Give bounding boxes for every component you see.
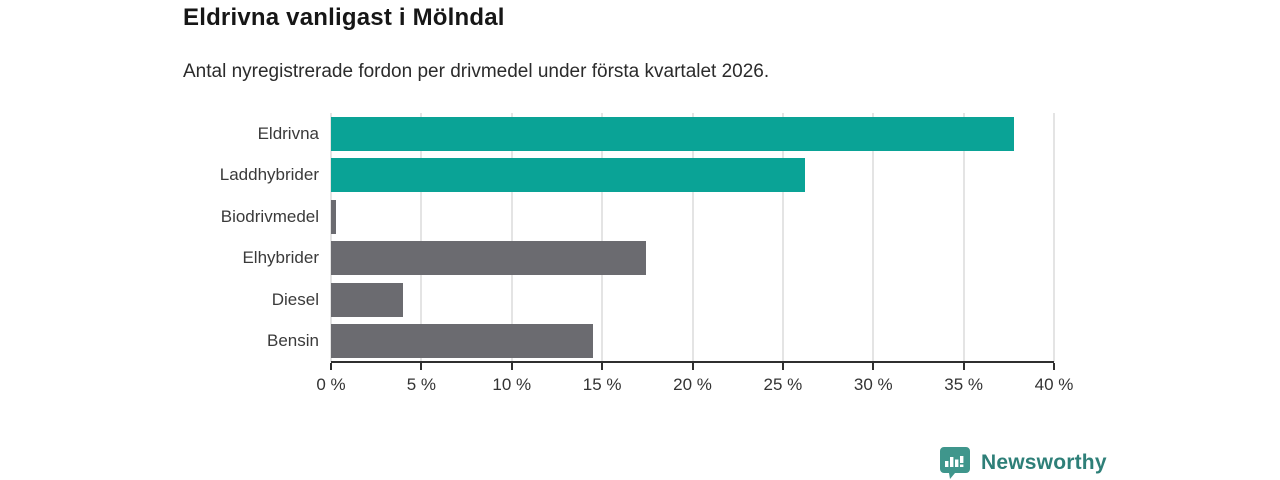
axis-tick-label: 20 %: [673, 375, 712, 394]
axis-tick: [962, 363, 965, 370]
axis-tick-label: 30 %: [853, 375, 893, 394]
category-label: Elhybrider: [242, 248, 319, 268]
category-label: Diesel: [271, 289, 319, 309]
axis-tick-label: 0 %: [316, 375, 346, 394]
category-label: Biodrivmedel: [220, 206, 319, 226]
gridline: [330, 113, 332, 362]
bar-elhybrider: [331, 241, 646, 276]
gridline: [420, 113, 423, 362]
axis-tick: [691, 363, 694, 370]
plot-area: Eldrivna Laddhybrider Biodrivmedel Elhybrid…: [220, 113, 1055, 363]
category-label: Eldrivna: [257, 123, 319, 143]
axis-tick-label: 15 %: [582, 375, 622, 394]
axis-tick: [601, 363, 604, 370]
gridline: [872, 113, 875, 362]
category-label: Bensin: [267, 331, 319, 351]
bar-row: Diesel: [272, 279, 1054, 321]
newsworthy-logo-icon: [940, 447, 970, 479]
axis-tick-label: 10 %: [492, 375, 532, 394]
axis-tick: [330, 363, 332, 370]
bar-rows: Eldrivna Laddhybrider Biodrivmedel Elhybrid…: [220, 113, 1054, 363]
chart-subtitle: Antal nyregistrerade fordon per drivmede…: [183, 61, 770, 82]
gridline: [691, 113, 694, 362]
bar-laddhybrider: [331, 158, 805, 193]
axis-tick-label: 25 %: [763, 375, 803, 394]
axis-tick-label: 5 %: [406, 375, 437, 394]
axis-tick: [872, 363, 875, 370]
bar-diesel: [331, 282, 404, 317]
axis-tick-label: 35 %: [944, 375, 983, 394]
bar-row: Eldrivna: [258, 113, 1054, 155]
gridline: [510, 113, 513, 362]
bar-biodrivmedel: [331, 199, 337, 234]
axis-tick: [1053, 363, 1055, 370]
axis-tick: [510, 363, 513, 370]
bar-row: Bensin: [267, 321, 1054, 363]
bar-row: Elhybrider: [242, 238, 1054, 280]
gridline: [1053, 113, 1055, 362]
bar-row: Biodrivmedel: [221, 196, 1054, 238]
bar-bensin: [331, 324, 594, 359]
category-label: Laddhybrider: [219, 165, 319, 185]
bar-eldrivna: [331, 116, 1015, 151]
gridline: [962, 113, 965, 362]
brand-footer: Newsworthy: [938, 445, 1107, 480]
brand-name: Newsworthy: [981, 450, 1107, 474]
axis-tick: [420, 363, 423, 370]
chart-title: Eldrivna vanligast i Mölndal: [183, 4, 505, 31]
axis-tick: [781, 363, 784, 370]
bar-row: Laddhybrider: [220, 155, 1054, 197]
x-axis: 0 % 5 % 10 % 15 % 20 % 25 % 30 % 35 % 40 %: [316, 361, 1073, 401]
x-axis-line: [331, 361, 1054, 363]
gridline: [601, 113, 604, 362]
axis-tick-label: 40 %: [1034, 375, 1074, 394]
gridline: [781, 113, 784, 362]
